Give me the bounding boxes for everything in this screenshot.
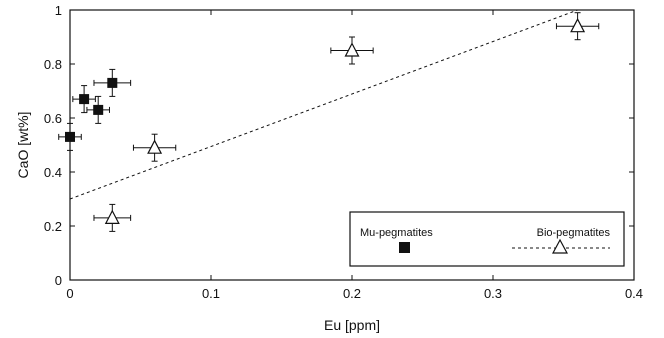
x-axis-ticks: 0 0.1 0.2 0.3 0.4 bbox=[66, 10, 643, 301]
data-point-triangle bbox=[570, 17, 586, 33]
y-tick-label: 0.4 bbox=[44, 165, 62, 180]
x-axis-label: Eu [ppm] bbox=[324, 317, 380, 333]
y-axis-ticks: 0 0.2 0.4 0.6 0.8 1 bbox=[44, 3, 634, 288]
trend-line bbox=[69, 9, 578, 200]
y-tick-label: 0.8 bbox=[44, 57, 62, 72]
y-axis-label: CaO [wt%] bbox=[15, 112, 31, 179]
data-point-square bbox=[79, 94, 90, 105]
y-tick-label: 0 bbox=[55, 273, 62, 288]
legend-marker-triangle bbox=[551, 238, 569, 254]
data-point-square bbox=[93, 104, 104, 115]
legend-label-bio: Bio-pegmatites bbox=[537, 227, 611, 239]
x-tick-label: 0.3 bbox=[484, 286, 502, 301]
y-tick-label: 1 bbox=[55, 3, 62, 18]
y-tick-label: 0.6 bbox=[44, 111, 62, 126]
x-tick-label: 0.1 bbox=[202, 286, 220, 301]
data-point-triangle bbox=[147, 139, 163, 154]
data-point-square bbox=[65, 131, 75, 142]
data-point-triangle bbox=[104, 209, 120, 224]
x-tick-label: 0.4 bbox=[625, 286, 643, 301]
legend: Mu-pegmatites Bio-pegmatites bbox=[349, 211, 625, 267]
x-tick-label: 0 bbox=[66, 286, 73, 301]
legend-label-mu: Mu-pegmatites bbox=[360, 227, 433, 239]
data-points bbox=[58, 12, 600, 232]
x-tick-label: 0.2 bbox=[343, 286, 361, 301]
legend-marker-square bbox=[399, 242, 410, 253]
y-tick-label: 0.2 bbox=[44, 219, 62, 234]
trend-line-group bbox=[69, 9, 578, 200]
data-point-square bbox=[107, 77, 118, 88]
legend-box bbox=[349, 211, 625, 267]
data-point-triangle bbox=[344, 42, 360, 57]
